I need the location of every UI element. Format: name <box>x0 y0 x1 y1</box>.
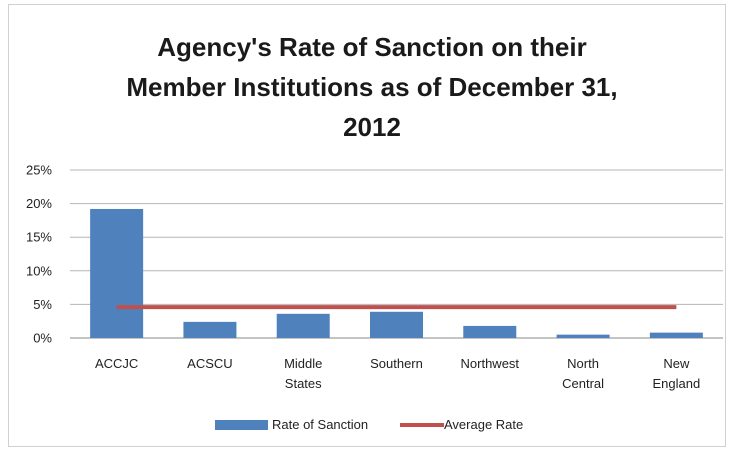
x-axis-ticks: ACCJC ACSCU Middle States Southern Northwest N… <box>95 356 700 391</box>
bar-2 <box>276 313 330 338</box>
y-tick-label: 0% <box>33 331 52 346</box>
bars <box>90 208 703 338</box>
x-tick-label: North <box>567 356 599 371</box>
x-tick-label: Middle <box>284 356 322 371</box>
x-tick-label: ACSCU <box>187 356 233 371</box>
y-tick-label: 5% <box>33 297 52 312</box>
legend: Rate of Sanction Average Rate <box>215 417 523 432</box>
gridlines <box>70 169 723 339</box>
bar-0 <box>90 208 144 338</box>
x-tick-label: Northwest <box>461 356 520 371</box>
legend-swatch-rate-of-sanction <box>215 420 268 430</box>
x-tick-label: States <box>285 376 322 391</box>
legend-label-average-rate: Average Rate <box>444 417 523 432</box>
legend-label-rate-of-sanction: Rate of Sanction <box>272 417 368 432</box>
x-tick-label: England <box>652 376 700 391</box>
y-tick-label: 15% <box>26 230 52 245</box>
chart-title-line: 2012 <box>343 112 401 142</box>
x-tick-label: Central <box>562 376 604 391</box>
chart-title-line: Member Institutions as of December 31, <box>126 72 617 102</box>
bar-6 <box>649 332 703 338</box>
bar-1 <box>183 321 237 338</box>
y-axis-ticks: 0% 5% 10% 15% 20% 25% <box>26 163 52 346</box>
bar-5 <box>556 334 610 338</box>
x-tick-label: ACCJC <box>95 356 138 371</box>
y-tick-label: 10% <box>26 263 52 278</box>
x-tick-label: New <box>663 356 690 371</box>
chart-title-line: Agency's Rate of Sanction on their <box>157 32 586 62</box>
bar-3 <box>370 311 423 338</box>
x-tick-label: Southern <box>370 356 423 371</box>
chart-title: Agency's Rate of Sanction on their Member… <box>126 32 617 142</box>
y-tick-label: 20% <box>26 196 52 211</box>
bar-4 <box>463 325 517 338</box>
y-tick-label: 25% <box>26 163 52 178</box>
